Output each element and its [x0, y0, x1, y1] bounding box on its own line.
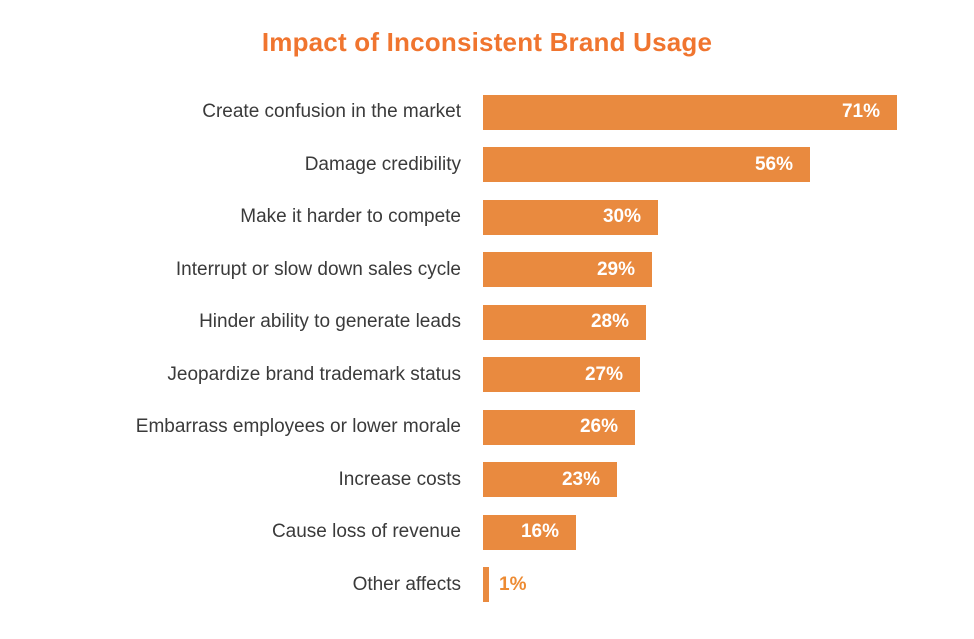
bar-track: 56%	[483, 147, 974, 183]
bar-track: 30%	[483, 199, 974, 235]
category-label: Make it harder to compete	[240, 206, 461, 228]
bar-track: 28%	[483, 304, 974, 340]
value-label: 30%	[602, 206, 641, 228]
bar-track: 23%	[483, 462, 974, 498]
value-label: 16%	[520, 521, 559, 543]
bar: 27%	[483, 357, 640, 393]
bar-track: 26%	[483, 409, 974, 445]
bar-track: 16%	[483, 514, 974, 550]
bar: 30%	[483, 199, 658, 235]
chart-row: Increase costs 23%	[0, 454, 974, 507]
chart-row: Hinder ability to generate leads 28%	[0, 296, 974, 349]
category-label: Damage credibility	[304, 153, 461, 175]
bar: 26%	[483, 409, 635, 445]
bar: 16%	[483, 514, 576, 550]
bar-track: 1%	[483, 567, 974, 603]
value-label: 23%	[561, 468, 600, 490]
chart-row: Embarrass employees or lower morale 26%	[0, 401, 974, 454]
chart-row: Jeopardize brand trademark status 27%	[0, 349, 974, 402]
bar-track: 71%	[483, 94, 974, 130]
chart-row: Other affects 1%	[0, 559, 974, 612]
bar-track: 27%	[483, 357, 974, 393]
bar: 28%	[483, 304, 646, 340]
value-label: 71%	[841, 101, 880, 123]
chart-row: Interrupt or slow down sales cycle 29%	[0, 244, 974, 297]
bar: 29%	[483, 252, 652, 288]
chart-rows: Create confusion in the market 71% Damage …	[0, 86, 974, 611]
category-label: Cause loss of revenue	[271, 521, 461, 543]
value-label: 28%	[590, 311, 629, 333]
value-label: 29%	[596, 258, 635, 280]
category-label: Jeopardize brand trademark status	[167, 363, 461, 385]
bar: 56%	[483, 147, 810, 183]
bar-track: 29%	[483, 252, 974, 288]
value-label: 1%	[499, 573, 527, 595]
value-label: 27%	[584, 363, 623, 385]
chart-row: Make it harder to compete 30%	[0, 191, 974, 244]
chart-title: Impact of Inconsistent Brand Usage	[261, 27, 713, 57]
bar: 71%	[483, 94, 897, 130]
chart-row: Cause loss of revenue 16%	[0, 506, 974, 559]
bar	[483, 567, 489, 603]
category-label: Interrupt or slow down sales cycle	[175, 258, 461, 280]
bar: 23%	[483, 462, 617, 498]
chart-row: Damage credibility 56%	[0, 139, 974, 192]
category-label: Hinder ability to generate leads	[199, 311, 461, 333]
category-label: Create confusion in the market	[202, 101, 461, 123]
chart-row: Create confusion in the market 71%	[0, 86, 974, 139]
category-label: Embarrass employees or lower morale	[135, 416, 461, 438]
category-label: Other affects	[352, 573, 461, 595]
value-label: 26%	[579, 416, 618, 438]
value-label: 56%	[754, 153, 793, 175]
category-label: Increase costs	[338, 468, 462, 490]
